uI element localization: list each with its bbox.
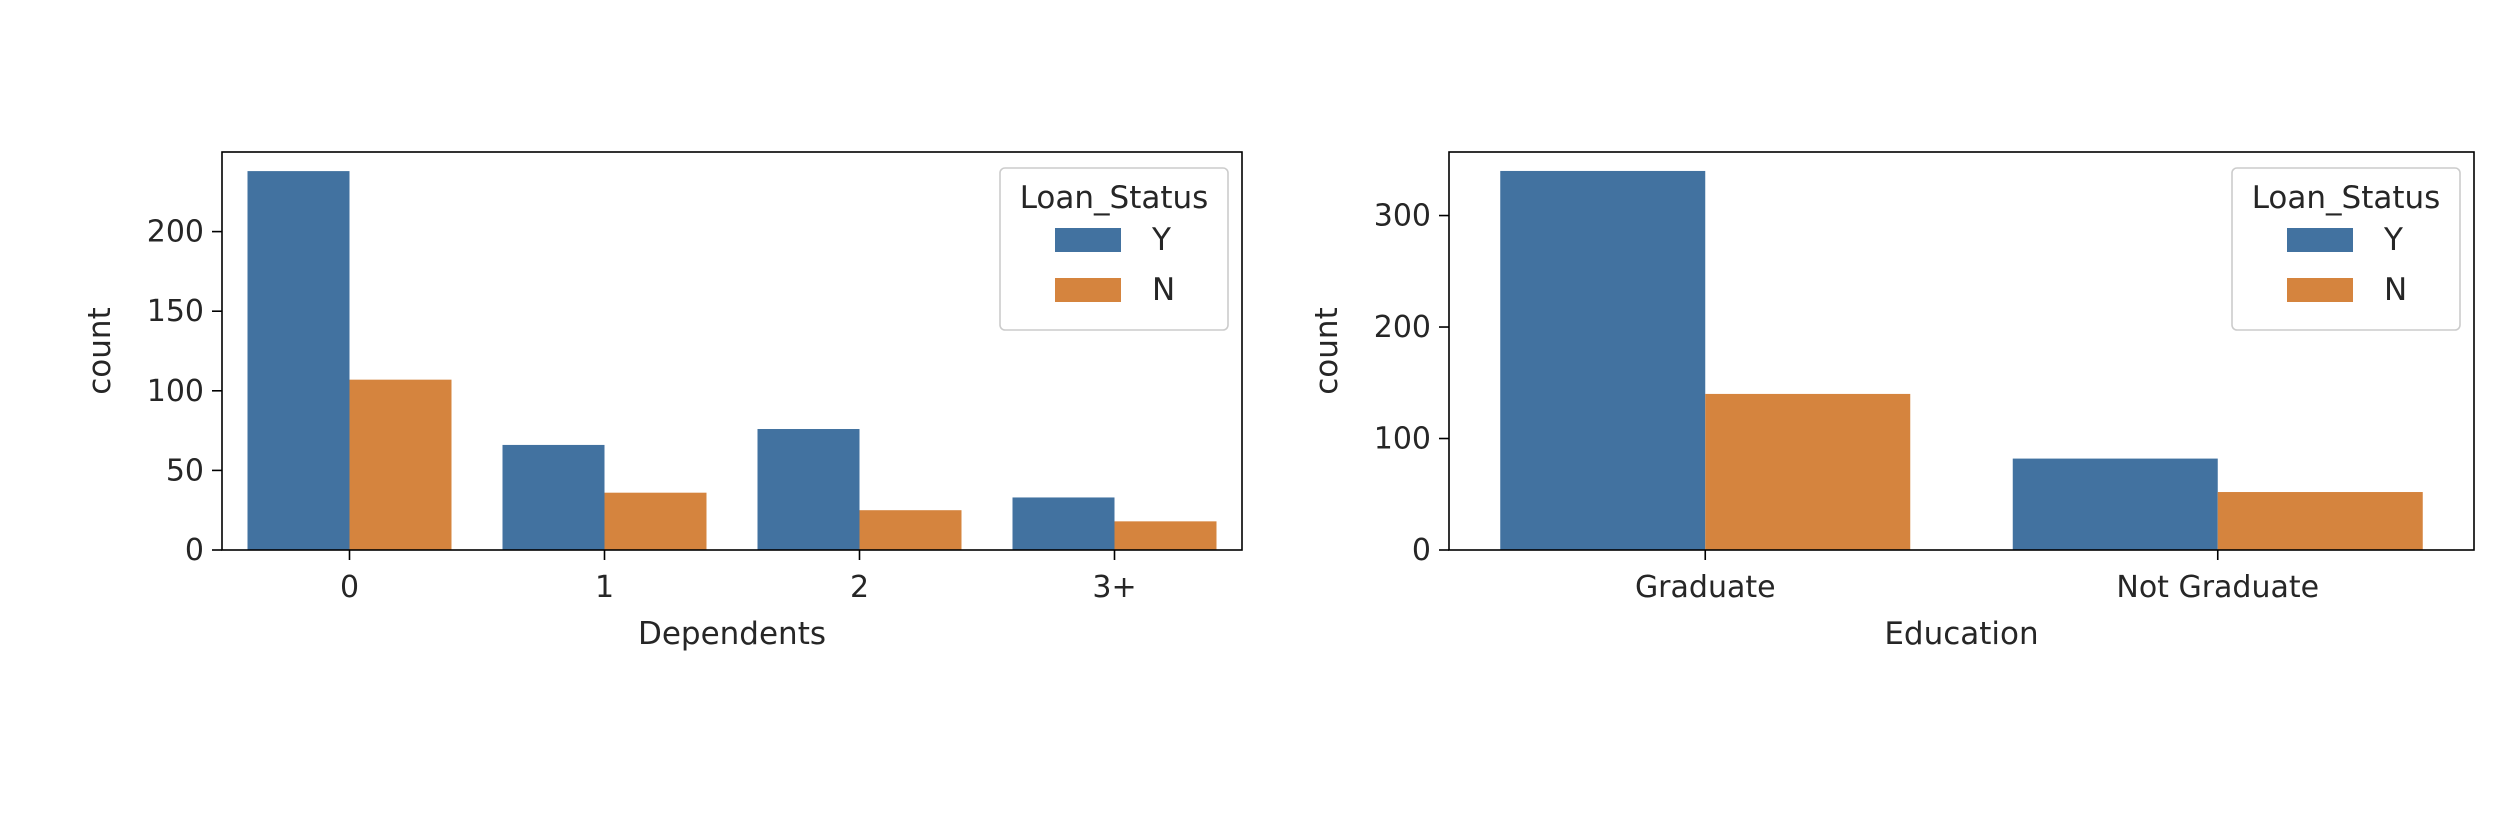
y-tick-label: 150 <box>147 294 204 329</box>
x-tick-label: 3+ <box>1092 570 1136 605</box>
bar-1-y <box>502 444 605 550</box>
y-tick-label: 200 <box>147 215 204 250</box>
plot-frame <box>221 151 1243 551</box>
bar-3--n <box>1114 521 1217 550</box>
bar-not-graduate-y <box>2012 458 2218 550</box>
legend-label-n: N <box>1152 272 1175 308</box>
bar-1-n <box>604 492 707 550</box>
legend: Loan_Status YN <box>2231 167 2461 331</box>
subplot-1: 0 50 100 150 200 0 1 2 3+ Dependents count Loan_Sta… <box>82 151 1243 652</box>
x-tick-label: 1 <box>595 570 614 605</box>
bar-0-y <box>247 171 350 550</box>
legend-swatch-n <box>2287 278 2353 302</box>
y-tick-label: 100 <box>1374 422 1431 457</box>
legend-swatch-y <box>2287 228 2353 252</box>
legend-title: Loan_Status <box>2252 180 2441 216</box>
y-tick-label: 300 <box>1374 199 1431 234</box>
bar-not-graduate-n <box>2217 492 2423 550</box>
y-tick-label: 50 <box>166 453 204 488</box>
x-tick-label: Graduate <box>1635 570 1776 605</box>
bar-3--y <box>1012 497 1115 550</box>
x-tick-label: Not Graduate <box>2116 570 2319 605</box>
bar-graduate-y <box>1500 170 1706 550</box>
y-tick-label: 100 <box>147 374 204 409</box>
y-tick-label: 0 <box>185 533 204 568</box>
subplot-2: 0 100 200 300 Graduate Not Graduate Education c… <box>1309 151 2475 652</box>
x-tick-label: 0 <box>340 570 359 605</box>
bar-2-y <box>757 429 860 550</box>
legend-title: Loan_Status <box>1020 180 1209 216</box>
legend-swatch-y <box>1055 228 1121 252</box>
legend-label-y: Y <box>2383 222 2403 258</box>
bar-0-n <box>349 379 452 550</box>
legend-label-y: Y <box>1151 222 1171 258</box>
legend: Loan_Status YN <box>999 167 1229 331</box>
y-axis-label: count <box>1309 307 1345 394</box>
y-tick-label: 0 <box>1412 533 1431 568</box>
legend-label-n: N <box>2384 272 2407 308</box>
y-tick-label: 200 <box>1374 310 1431 345</box>
legend-swatch-n <box>1055 278 1121 302</box>
plot-frame <box>1448 151 2475 551</box>
x-tick-label: 2 <box>850 570 869 605</box>
bar-2-n <box>859 510 962 550</box>
bar-graduate-n <box>1705 393 1911 550</box>
y-axis-label: count <box>82 307 118 394</box>
x-axis-label: Dependents <box>638 616 826 652</box>
x-axis-label: Education <box>1884 616 2038 652</box>
